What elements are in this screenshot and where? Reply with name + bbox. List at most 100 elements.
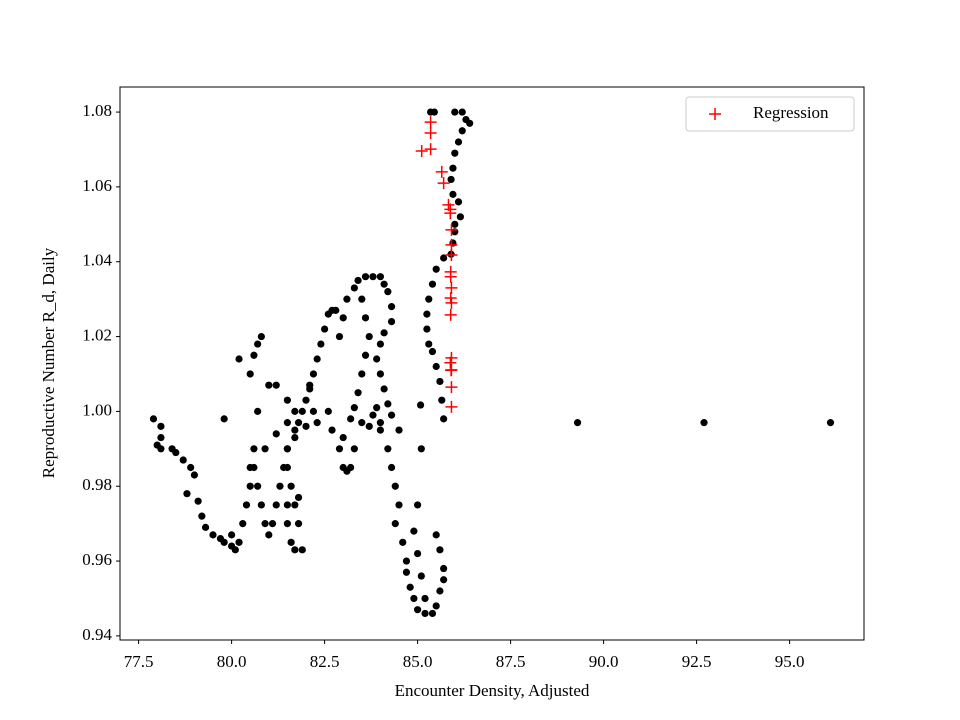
data-point — [432, 602, 440, 610]
regression-point — [444, 270, 457, 283]
data-point — [436, 546, 444, 554]
data-point — [361, 273, 370, 281]
data-point — [265, 531, 273, 539]
regression-point — [445, 238, 458, 251]
regression-point — [445, 223, 458, 236]
data-point — [350, 284, 358, 292]
x-tick-label: 80.0 — [217, 652, 247, 671]
data-point — [451, 108, 459, 116]
data-point — [436, 377, 444, 386]
regression-point — [424, 116, 437, 129]
regression-point — [445, 381, 458, 394]
data-point — [198, 512, 206, 520]
data-point — [268, 520, 277, 528]
data-point — [294, 520, 303, 528]
data-point — [201, 523, 210, 531]
regression-point — [445, 400, 458, 413]
data-point — [283, 396, 291, 404]
y-tick-label: 1.00 — [82, 400, 112, 419]
data-point — [339, 314, 347, 322]
x-tick-label: 92.5 — [682, 652, 712, 671]
data-point — [272, 430, 280, 438]
data-point — [347, 415, 355, 423]
data-point — [402, 557, 411, 565]
data-point — [421, 594, 429, 603]
data-point — [287, 538, 295, 546]
data-point — [826, 419, 835, 427]
data-point — [309, 370, 318, 378]
x-tick-label: 90.0 — [589, 652, 619, 671]
regression-point — [444, 203, 457, 216]
data-point — [309, 407, 318, 415]
data-point — [410, 527, 418, 535]
y-axis-label: Reproductive Number R_d, Daily — [39, 247, 58, 478]
data-point — [376, 419, 384, 427]
y-tick-label: 0.96 — [82, 550, 112, 569]
data-point — [573, 419, 582, 427]
x-tick-label: 82.5 — [310, 652, 340, 671]
data-point — [246, 463, 254, 472]
data-point — [287, 482, 295, 490]
data-point — [302, 396, 310, 404]
regression-point — [445, 296, 458, 309]
data-point — [417, 572, 425, 580]
x-tick-label: 95.0 — [775, 652, 805, 671]
data-point — [414, 606, 422, 614]
data-point — [246, 370, 254, 378]
data-point — [239, 520, 247, 528]
data-point — [257, 332, 265, 341]
data-point — [302, 422, 310, 430]
data-point — [421, 609, 429, 618]
data-point — [209, 531, 217, 539]
data-point — [313, 419, 321, 427]
data-point — [432, 265, 440, 273]
regression-point — [424, 143, 437, 156]
data-point — [298, 407, 306, 415]
data-point — [235, 355, 243, 363]
data-point — [254, 407, 262, 415]
data-point — [187, 463, 195, 472]
data-point — [324, 310, 332, 318]
data-point — [369, 411, 377, 419]
data-point — [428, 347, 437, 356]
data-point — [250, 351, 258, 359]
data-point — [228, 531, 236, 539]
data-point — [313, 355, 321, 363]
data-point — [447, 175, 455, 184]
y-tick-label: 0.94 — [82, 625, 112, 644]
x-axis-label: Encounter Density, Adjusted — [395, 681, 590, 700]
data-point — [272, 501, 280, 509]
data-point — [376, 426, 384, 434]
data-point — [428, 280, 437, 288]
data-point — [432, 362, 440, 371]
data-point — [358, 295, 366, 303]
data-point — [391, 482, 399, 490]
y-tick-label: 1.06 — [82, 176, 112, 195]
data-point — [365, 422, 373, 430]
data-point — [347, 463, 355, 472]
legend-marker — [709, 108, 721, 120]
regression-point — [424, 127, 437, 140]
data-point — [416, 401, 425, 409]
data-point — [449, 190, 457, 198]
data-point — [261, 520, 269, 528]
plot-frame — [119, 86, 865, 641]
y-tick-label: 1.02 — [82, 325, 112, 344]
regression-point — [445, 281, 458, 294]
data-point — [283, 463, 291, 472]
data-point — [423, 325, 431, 333]
data-point — [440, 254, 448, 262]
data-point — [298, 546, 306, 554]
data-point — [283, 419, 291, 427]
data-point — [410, 594, 418, 603]
data-point — [291, 546, 299, 554]
data-point — [458, 127, 466, 135]
data-point — [454, 198, 463, 206]
data-point — [402, 568, 411, 576]
data-point — [376, 273, 384, 281]
data-point — [350, 445, 358, 453]
data-point — [406, 583, 414, 591]
data-point — [343, 295, 351, 303]
data-point — [425, 340, 433, 348]
data-point — [376, 340, 384, 348]
